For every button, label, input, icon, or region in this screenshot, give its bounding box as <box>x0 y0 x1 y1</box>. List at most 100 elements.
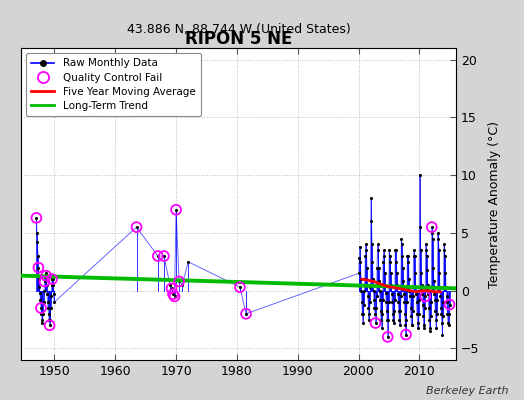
Point <box>362 247 370 254</box>
Point <box>364 305 373 311</box>
Point <box>357 288 366 294</box>
Point <box>398 253 407 259</box>
Point <box>431 308 440 315</box>
Point <box>427 313 435 319</box>
Point <box>32 215 40 221</box>
Point <box>438 331 446 338</box>
Point <box>387 270 395 276</box>
Point <box>379 258 387 265</box>
Point <box>34 264 42 271</box>
Point <box>170 293 179 300</box>
Point <box>439 299 447 306</box>
Point <box>429 264 438 271</box>
Point <box>442 293 451 300</box>
Point <box>363 282 372 288</box>
Point <box>423 267 431 273</box>
Point <box>361 253 369 259</box>
Point <box>41 270 50 276</box>
Point <box>359 310 367 317</box>
Point <box>390 297 399 303</box>
Point <box>426 328 434 334</box>
Point <box>375 288 384 294</box>
Point <box>440 247 449 254</box>
Point <box>236 284 244 290</box>
Point <box>396 308 405 315</box>
Point <box>442 284 450 290</box>
Point <box>364 293 372 300</box>
Point <box>367 195 375 202</box>
Point <box>415 297 423 303</box>
Point <box>412 299 421 306</box>
Point <box>32 230 41 236</box>
Point <box>445 301 454 308</box>
Point <box>359 320 367 326</box>
Point <box>435 284 444 290</box>
Point <box>406 305 414 311</box>
Point <box>355 255 364 262</box>
Point <box>422 253 431 259</box>
Point <box>397 236 406 242</box>
Point <box>37 305 45 311</box>
Point <box>172 206 180 213</box>
Point <box>443 299 451 306</box>
Point <box>47 293 56 300</box>
Point <box>388 299 397 306</box>
Point <box>445 310 453 317</box>
Point <box>418 282 426 288</box>
Point <box>39 299 48 306</box>
Point <box>381 290 390 296</box>
Point <box>409 253 418 259</box>
Point <box>383 316 391 323</box>
Point <box>358 310 366 317</box>
Point <box>378 297 387 303</box>
Point <box>402 331 410 338</box>
Point <box>368 258 377 265</box>
Point <box>40 278 49 285</box>
Point <box>411 270 419 276</box>
Point <box>382 299 390 306</box>
Point <box>414 310 423 317</box>
Point <box>407 313 415 319</box>
Point <box>413 310 421 317</box>
Point <box>435 270 444 276</box>
Point <box>372 305 380 311</box>
Point <box>34 253 42 259</box>
Point <box>32 215 40 221</box>
Point <box>44 305 52 311</box>
Point <box>389 320 398 326</box>
Point <box>394 299 402 306</box>
Point <box>389 316 398 323</box>
Point <box>392 258 400 265</box>
Point <box>384 316 392 323</box>
Point <box>373 293 381 300</box>
Point <box>440 241 448 248</box>
Point <box>358 299 366 306</box>
Point <box>49 291 58 297</box>
Point <box>428 224 436 230</box>
Point <box>408 308 417 315</box>
Point <box>395 316 403 323</box>
Point <box>395 308 403 315</box>
Point <box>357 276 365 282</box>
Point <box>407 322 416 328</box>
Point <box>408 322 416 328</box>
Point <box>393 282 401 288</box>
Point <box>366 299 374 306</box>
Point <box>386 258 395 265</box>
Point <box>370 305 379 311</box>
Point <box>39 310 47 317</box>
Point <box>428 224 436 230</box>
Point <box>387 282 396 288</box>
Point <box>431 297 439 303</box>
Point <box>410 253 419 259</box>
Point <box>370 297 378 303</box>
Point <box>175 278 183 285</box>
Point <box>38 320 47 326</box>
Point <box>42 282 51 288</box>
Point <box>398 241 406 248</box>
Legend: Raw Monthly Data, Quality Control Fail, Five Year Moving Average, Long-Term Tren: Raw Monthly Data, Quality Control Fail, … <box>26 53 201 116</box>
Point <box>375 278 383 285</box>
Point <box>41 274 49 280</box>
Point <box>436 305 445 311</box>
Point <box>419 313 428 319</box>
